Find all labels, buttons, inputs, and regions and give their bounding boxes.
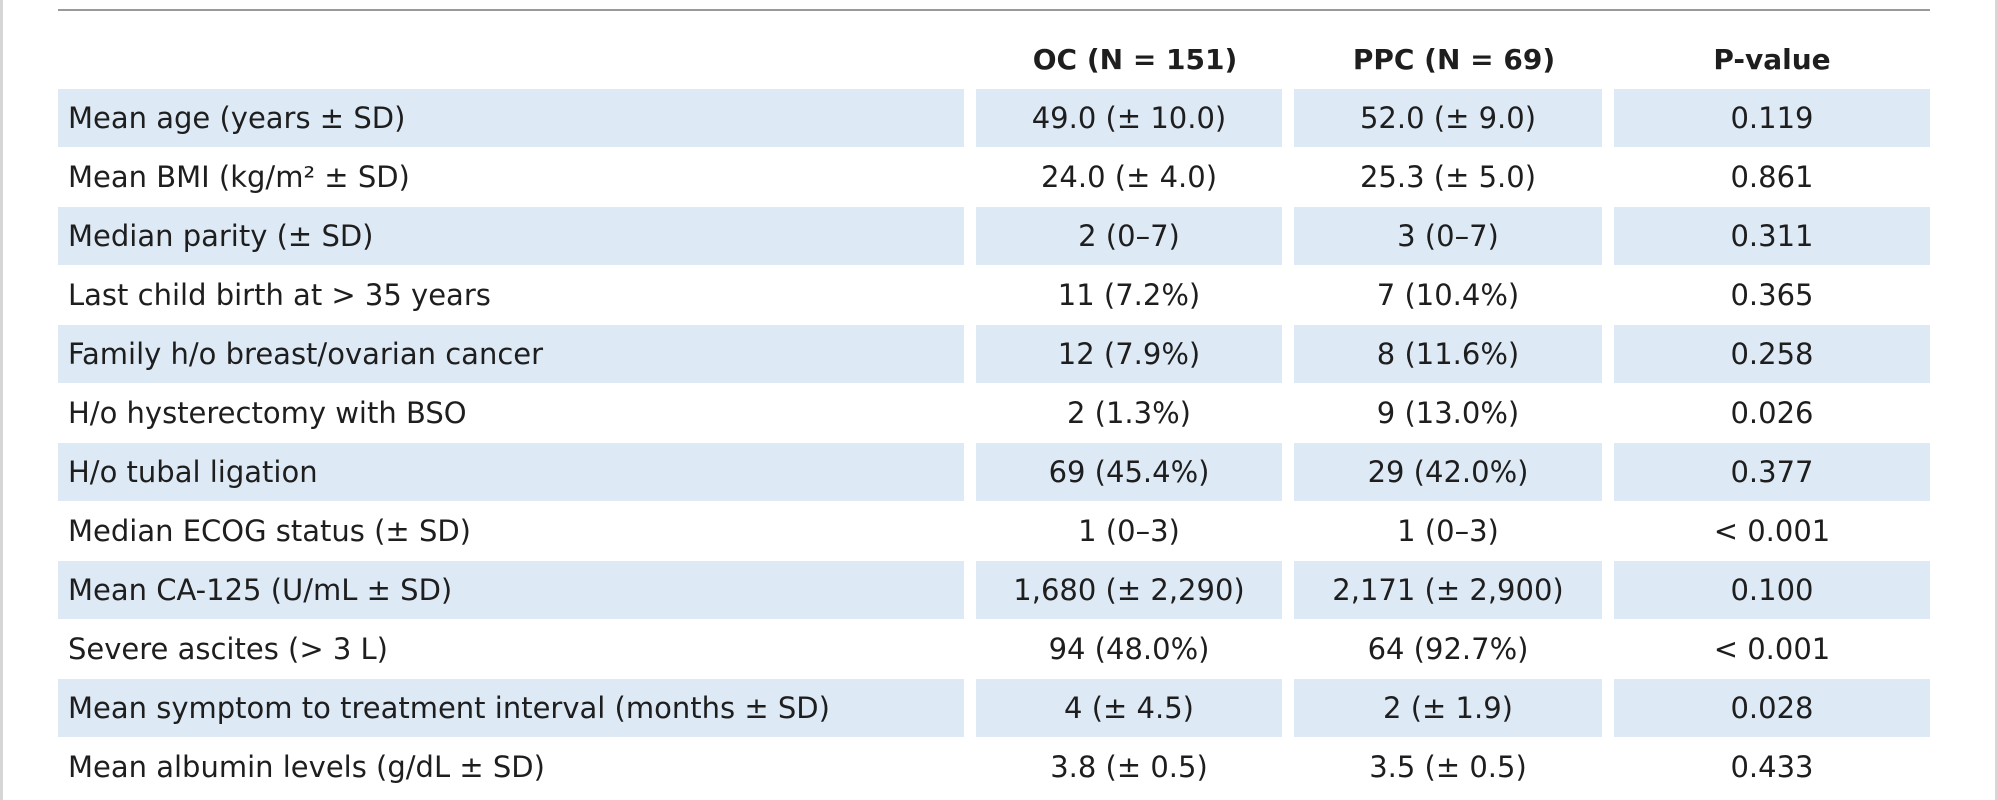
row-label: Mean BMI (kg/m² ± SD) [58, 148, 976, 207]
oc-value: 3.8 (± 0.5) [976, 738, 1294, 797]
oc-value: 2 (1.3%) [976, 384, 1294, 443]
column-header-label [58, 30, 976, 89]
oc-value: 12 (7.9%) [976, 325, 1294, 384]
p-value: 0.311 [1614, 207, 1930, 266]
oc-value: 2 (0–7) [976, 207, 1294, 266]
row-label: Last child birth at > 35 years [58, 266, 976, 325]
ppc-value: 8 (11.6%) [1294, 325, 1614, 384]
table-row: Mean symptom to treatment interval (mont… [58, 679, 1930, 738]
p-value: 0.365 [1614, 266, 1930, 325]
row-label: Severe ascites (> 3 L) [58, 620, 976, 679]
oc-value: 69 (45.4%) [976, 443, 1294, 502]
table-row: Mean age (years ± SD) 49.0 (± 10.0) 52.0… [58, 89, 1930, 148]
table-row: Mean CA-125 (U/mL ± SD) 1,680 (± 2,290) … [58, 561, 1930, 620]
oc-value: 94 (48.0%) [976, 620, 1294, 679]
p-value: 0.119 [1614, 89, 1930, 148]
ppc-value: 52.0 (± 9.0) [1294, 89, 1614, 148]
p-value: < 0.001 [1614, 502, 1930, 561]
ppc-value: 25.3 (± 5.0) [1294, 148, 1614, 207]
ppc-value: 64 (92.7%) [1294, 620, 1614, 679]
table-row: Severe ascites (> 3 L) 94 (48.0%) 64 (92… [58, 620, 1930, 679]
row-label: Median parity (± SD) [58, 207, 976, 266]
column-header-p-value: P-value [1713, 43, 1831, 76]
ppc-value: 1 (0–3) [1294, 502, 1614, 561]
oc-value: 4 (± 4.5) [976, 679, 1294, 738]
table-row: Median parity (± SD) 2 (0–7) 3 (0–7) 0.3… [58, 207, 1930, 266]
data-table-container: OC (N = 151) PPC (N = 69) P-value Mean a… [58, 30, 1930, 797]
column-header-oc: OC (N = 151) [1032, 43, 1238, 76]
oc-value: 49.0 (± 10.0) [976, 89, 1294, 148]
data-table: OC (N = 151) PPC (N = 69) P-value Mean a… [58, 30, 1930, 797]
row-label: H/o hysterectomy with BSO [58, 384, 976, 443]
row-label: Mean CA-125 (U/mL ± SD) [58, 561, 976, 620]
ppc-value: 9 (13.0%) [1294, 384, 1614, 443]
table-row: H/o tubal ligation 69 (45.4%) 29 (42.0%)… [58, 443, 1930, 502]
ppc-value: 2 (± 1.9) [1294, 679, 1614, 738]
ppc-value: 3 (0–7) [1294, 207, 1614, 266]
ppc-value: 7 (10.4%) [1294, 266, 1614, 325]
oc-value: 11 (7.2%) [976, 266, 1294, 325]
table-top-rule [58, 9, 1930, 11]
p-value: 0.861 [1614, 148, 1930, 207]
p-value: 0.100 [1614, 561, 1930, 620]
row-label: Mean age (years ± SD) [58, 89, 976, 148]
row-label: Family h/o breast/ovarian cancer [58, 325, 976, 384]
p-value: 0.377 [1614, 443, 1930, 502]
p-value: 0.028 [1614, 679, 1930, 738]
table-row: Mean albumin levels (g/dL ± SD) 3.8 (± 0… [58, 738, 1930, 797]
row-label: Mean albumin levels (g/dL ± SD) [58, 738, 976, 797]
table-row: Last child birth at > 35 years 11 (7.2%)… [58, 266, 1930, 325]
row-label: Mean symptom to treatment interval (mont… [58, 679, 976, 738]
ppc-value: 2,171 (± 2,900) [1294, 561, 1614, 620]
table-header-row: OC (N = 151) PPC (N = 69) P-value [58, 30, 1930, 89]
row-label: Median ECOG status (± SD) [58, 502, 976, 561]
p-value: 0.026 [1614, 384, 1930, 443]
p-value: < 0.001 [1614, 620, 1930, 679]
table-row: Median ECOG status (± SD) 1 (0–3) 1 (0–3… [58, 502, 1930, 561]
p-value: 0.258 [1614, 325, 1930, 384]
ppc-value: 29 (42.0%) [1294, 443, 1614, 502]
oc-value: 24.0 (± 4.0) [976, 148, 1294, 207]
table-row: H/o hysterectomy with BSO 2 (1.3%) 9 (13… [58, 384, 1930, 443]
row-label: H/o tubal ligation [58, 443, 976, 502]
oc-value: 1 (0–3) [976, 502, 1294, 561]
oc-value: 1,680 (± 2,290) [976, 561, 1294, 620]
p-value: 0.433 [1614, 738, 1930, 797]
table-row: Mean BMI (kg/m² ± SD) 24.0 (± 4.0) 25.3 … [58, 148, 1930, 207]
column-header-ppc: PPC (N = 69) [1352, 43, 1556, 76]
table-row: Family h/o breast/ovarian cancer 12 (7.9… [58, 325, 1930, 384]
ppc-value: 3.5 (± 0.5) [1294, 738, 1614, 797]
